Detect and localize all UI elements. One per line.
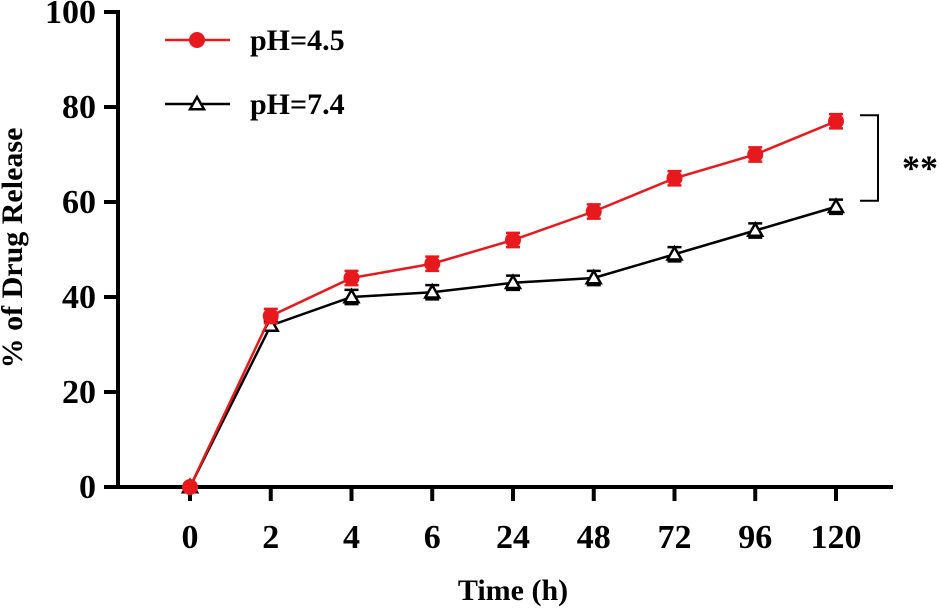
data-point — [423, 282, 442, 299]
significance-annotation: ** — [860, 114, 938, 202]
data-point — [666, 170, 683, 187]
x-tick-label: 24 — [496, 519, 530, 556]
data-point — [262, 308, 279, 324]
series-pH=4.5 — [182, 112, 844, 495]
x-tick-label: 96 — [738, 519, 772, 556]
x-tick-label: 0 — [182, 519, 199, 556]
series-line — [188, 120, 837, 488]
legend-marker — [189, 32, 205, 48]
data-point — [424, 255, 441, 272]
series-pH=7.4 — [180, 197, 846, 494]
data-point — [585, 203, 602, 220]
y-tick-label: 60 — [62, 184, 96, 221]
x-tick-label: 4 — [343, 519, 360, 556]
x-tick-label: 2 — [262, 519, 279, 556]
x-axis-title: Time (h) — [458, 574, 568, 607]
data-point — [746, 220, 765, 237]
legend-marker — [187, 94, 207, 111]
x-tick-label: 48 — [577, 519, 611, 556]
data-point — [826, 197, 846, 214]
legend-label: pH=4.5 — [250, 24, 345, 57]
y-axis-title: % of Drug Release — [0, 128, 29, 369]
x-tick-label: 120 — [811, 519, 862, 556]
y-tick-label: 100 — [45, 0, 96, 31]
data-point — [182, 479, 198, 495]
y-tick-label: 80 — [62, 89, 96, 126]
y-ticks: 0 20 40 60 80 100 — [45, 0, 118, 506]
series-layer — [180, 112, 846, 495]
data-point — [505, 232, 521, 248]
x-ticks: 0 2 4 6 24 48 72 96 120 — [182, 487, 862, 556]
axes — [116, 10, 893, 489]
data-point — [342, 287, 361, 304]
data-point — [747, 146, 764, 163]
y-tick-label: 20 — [62, 374, 96, 411]
x-tick-label: 6 — [424, 519, 441, 556]
data-point — [665, 244, 684, 261]
y-tick-label: 40 — [62, 279, 96, 316]
significance-label: ** — [902, 148, 938, 188]
series-line — [188, 205, 837, 488]
legend: pH=4.5 pH=7.4 — [165, 24, 345, 121]
significance-bracket — [860, 114, 879, 202]
x-tick-label: 72 — [658, 519, 692, 556]
data-point — [343, 270, 360, 286]
y-tick-label: 0 — [79, 469, 96, 506]
legend-label: pH=7.4 — [250, 88, 345, 121]
data-point — [584, 268, 603, 285]
data-point — [503, 273, 523, 290]
data-point — [828, 113, 844, 130]
